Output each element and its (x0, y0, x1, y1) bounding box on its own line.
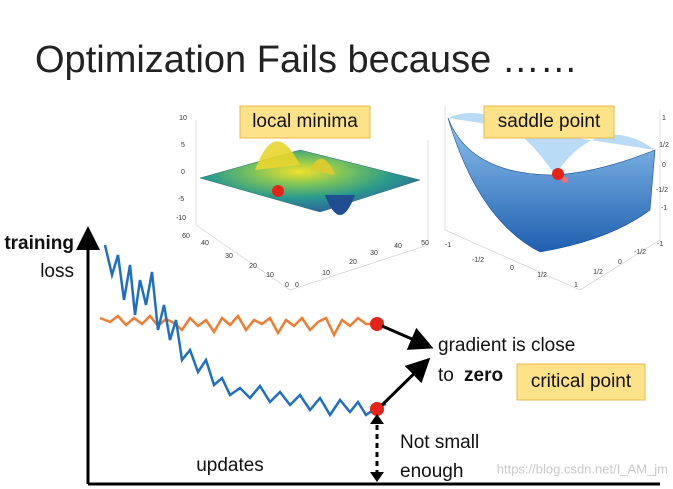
arrow (381, 324, 434, 350)
annotation: Not small (400, 432, 479, 453)
tick-label: 60 (182, 233, 190, 240)
y-axis-label: training (4, 233, 74, 254)
label-box (239, 105, 371, 139)
annotation: enough (400, 461, 463, 482)
tick-label: 5 (181, 142, 185, 149)
tick-label: 0 (618, 259, 622, 266)
tick-label: 1/2 (537, 272, 547, 279)
tick-label: 0 (285, 282, 289, 289)
tick-label: 40 (394, 243, 402, 250)
slide-title: Optimization Fails because …… (35, 39, 578, 81)
annotation: to (438, 365, 454, 386)
tick-label: 0 (662, 162, 666, 169)
tick-label: 30 (370, 250, 378, 257)
tick-label: 10 (179, 115, 187, 122)
tick-label: 0 (510, 265, 514, 272)
tick-label: 1 (662, 115, 666, 122)
tick-label: -10 (176, 215, 186, 222)
tick-label: 50 (421, 240, 429, 247)
tick-label: -1/2 (472, 257, 484, 264)
local-minima-plot (195, 120, 429, 291)
label-box (483, 105, 615, 139)
blue-curve (103, 244, 387, 418)
tick-label: 10 (322, 270, 330, 277)
tick-label: -5 (178, 196, 184, 203)
y-axis-label: loss (40, 261, 74, 282)
tick-label: 1 (574, 282, 578, 289)
arrow (380, 357, 431, 407)
critical-dot (370, 402, 384, 416)
tick-label: -1 (661, 205, 667, 212)
saddle-point-plot (444, 105, 661, 291)
tick-label: 1/2 (659, 142, 669, 149)
tick-label: -1 (445, 242, 451, 249)
x-axis-label: updates (196, 455, 264, 476)
tick-label: 1/2 (593, 269, 603, 276)
tick-label: 0 (295, 282, 299, 289)
plot-label: saddle point (498, 111, 601, 132)
watermark: https://blog.csdn.net/I_AM_jm (497, 461, 668, 476)
tick-label: 30 (225, 253, 233, 260)
annotation: critical point (531, 371, 632, 392)
critical-dot (370, 317, 384, 331)
tick-label: 20 (349, 259, 357, 266)
tick-label: -1/2 (656, 187, 668, 194)
tick-label: -1/2 (634, 249, 646, 256)
annotation: zero (464, 365, 503, 386)
tick-label: 10 (266, 272, 274, 279)
tick-label: 20 (249, 263, 257, 270)
annotation: gradient is close (438, 335, 575, 356)
tick-label: 40 (201, 240, 209, 247)
label-box (516, 363, 646, 401)
tick-label: -1 (657, 241, 663, 248)
orange-curve (99, 313, 376, 338)
tick-label: 0 (181, 169, 185, 176)
plot-label: local minima (252, 111, 358, 132)
